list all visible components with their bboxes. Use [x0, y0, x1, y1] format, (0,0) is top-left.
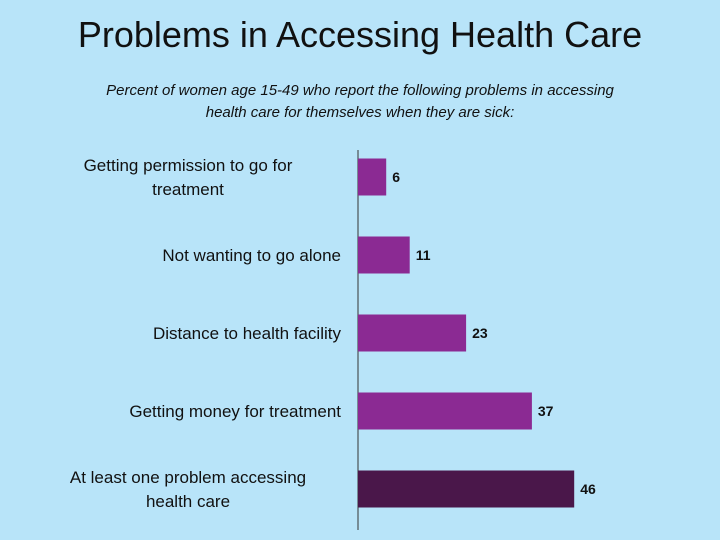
- bar: [358, 314, 467, 352]
- chart-subtitle: Percent of women age 15-49 who report th…: [106, 82, 614, 121]
- bar: [358, 236, 410, 274]
- category-label: Getting permission to go for treatment: [84, 156, 293, 199]
- bar: [358, 158, 387, 196]
- data-label: 11: [416, 247, 431, 263]
- data-label: 6: [392, 169, 400, 185]
- category-label: Distance to health facility: [153, 324, 342, 343]
- bar: [358, 470, 575, 508]
- category-label: Not wanting to go alone: [162, 246, 341, 265]
- data-label: 37: [538, 403, 554, 419]
- category-label: Getting money for treatment: [129, 402, 341, 421]
- data-label: 46: [580, 481, 596, 497]
- category-label: At least one problem accessing health car…: [70, 468, 306, 511]
- chart-title: Problems in Accessing Health Care: [77, 14, 643, 55]
- data-label: 23: [472, 325, 488, 341]
- bar: [358, 392, 532, 430]
